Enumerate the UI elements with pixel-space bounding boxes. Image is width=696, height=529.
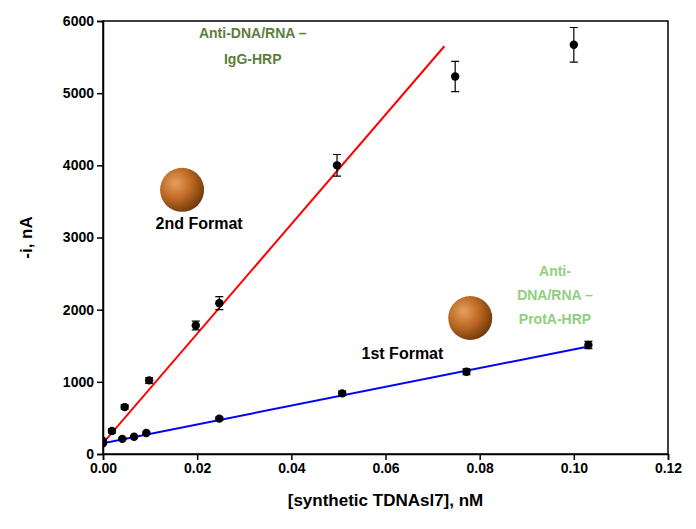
data-point: [338, 389, 346, 397]
y-tick: 4000: [63, 157, 103, 173]
data-point: [215, 414, 223, 422]
y-tick-label: 3000: [63, 229, 94, 245]
x-tick: 0.12: [655, 454, 682, 476]
error-bar: [333, 155, 341, 177]
y-tick: 6000: [63, 13, 103, 29]
y-tick-label: 1000: [63, 374, 94, 390]
y-tick-mark: [97, 454, 103, 456]
fit-line: [103, 46, 444, 443]
bead-icon: [160, 168, 204, 212]
y-tick: 5000: [63, 85, 103, 101]
x-tick: 0.06: [372, 454, 399, 476]
fit-line: [103, 346, 588, 443]
y-axis-title: -i, nA: [17, 216, 36, 259]
chart: 0.00 0.02 0.04 0.06 0.08 0.10 0.12 0 1000 2000 300…: [0, 0, 696, 529]
x-tick-label: 0.02: [184, 460, 211, 476]
y-tick-label: 0: [86, 446, 94, 462]
x-tick: 0.08: [467, 454, 494, 476]
x-tick-label: 0.12: [655, 460, 682, 476]
y-tick-label: 5000: [63, 85, 94, 101]
annotation: IgG-HRP: [224, 51, 282, 67]
x-tick: 0.10: [561, 454, 588, 476]
x-tick-label: 0.00: [90, 460, 117, 476]
annotation: Anti-: [539, 263, 571, 279]
annotation: DNA/RNA –: [517, 287, 593, 303]
data-point: [118, 435, 126, 443]
x-tick-label: 0.08: [467, 460, 494, 476]
error-bar: [192, 321, 200, 330]
y-tick-mark: [97, 309, 103, 311]
x-axis-title: [synthetic TDNAsl7], nM: [288, 491, 484, 510]
x-tick-label: 0.04: [278, 460, 305, 476]
data-point: [215, 299, 223, 307]
x-axis: 0.00 0.02 0.04 0.06 0.08 0.10 0.12: [90, 454, 682, 476]
error-bar: [451, 61, 459, 91]
data-point: [130, 432, 138, 440]
data-point: [103, 439, 107, 447]
data-point: [192, 321, 200, 329]
y-tick: 2000: [63, 302, 103, 318]
y-tick-label: 2000: [63, 302, 94, 318]
y-tick-mark: [97, 237, 103, 239]
data-point: [108, 427, 116, 435]
x-tick: 0.02: [184, 454, 211, 476]
x-tick-label: 0.06: [372, 460, 399, 476]
plot-area: [103, 27, 593, 447]
y-axis-line: [97, 22, 104, 455]
data-point: [451, 72, 459, 80]
data-point: [142, 429, 150, 437]
annotation: 2nd Format: [155, 215, 243, 232]
y-tick: 0: [86, 446, 103, 462]
data-point: [584, 341, 592, 349]
y-tick-mark: [97, 382, 103, 384]
data-point: [462, 368, 470, 376]
y-tick-label: 4000: [63, 157, 94, 173]
x-tick-label: 0.10: [561, 460, 588, 476]
bead-icon: [448, 296, 492, 340]
annotation: ProtA-HRP: [519, 311, 591, 327]
annotation: Anti-DNA/RNA –: [199, 25, 307, 41]
error-bar: [584, 341, 592, 348]
error-bar: [570, 27, 578, 62]
annotation: 1st Format: [362, 345, 444, 362]
data-point: [120, 403, 128, 411]
y-tick-mark: [97, 93, 103, 95]
data-point: [145, 376, 153, 384]
y-tick: 1000: [63, 374, 103, 390]
y-tick-mark: [97, 21, 103, 23]
data-point: [570, 41, 578, 49]
x-tick: 0.04: [278, 454, 305, 476]
y-tick-label: 6000: [63, 13, 94, 29]
plot-frame: [103, 21, 668, 454]
data-point: [333, 161, 341, 169]
error-bar: [215, 297, 223, 310]
y-tick-mark: [97, 165, 103, 167]
y-tick: 3000: [63, 229, 103, 245]
y-axis: 0 1000 2000 3000 4000 5000 6000: [63, 13, 104, 462]
